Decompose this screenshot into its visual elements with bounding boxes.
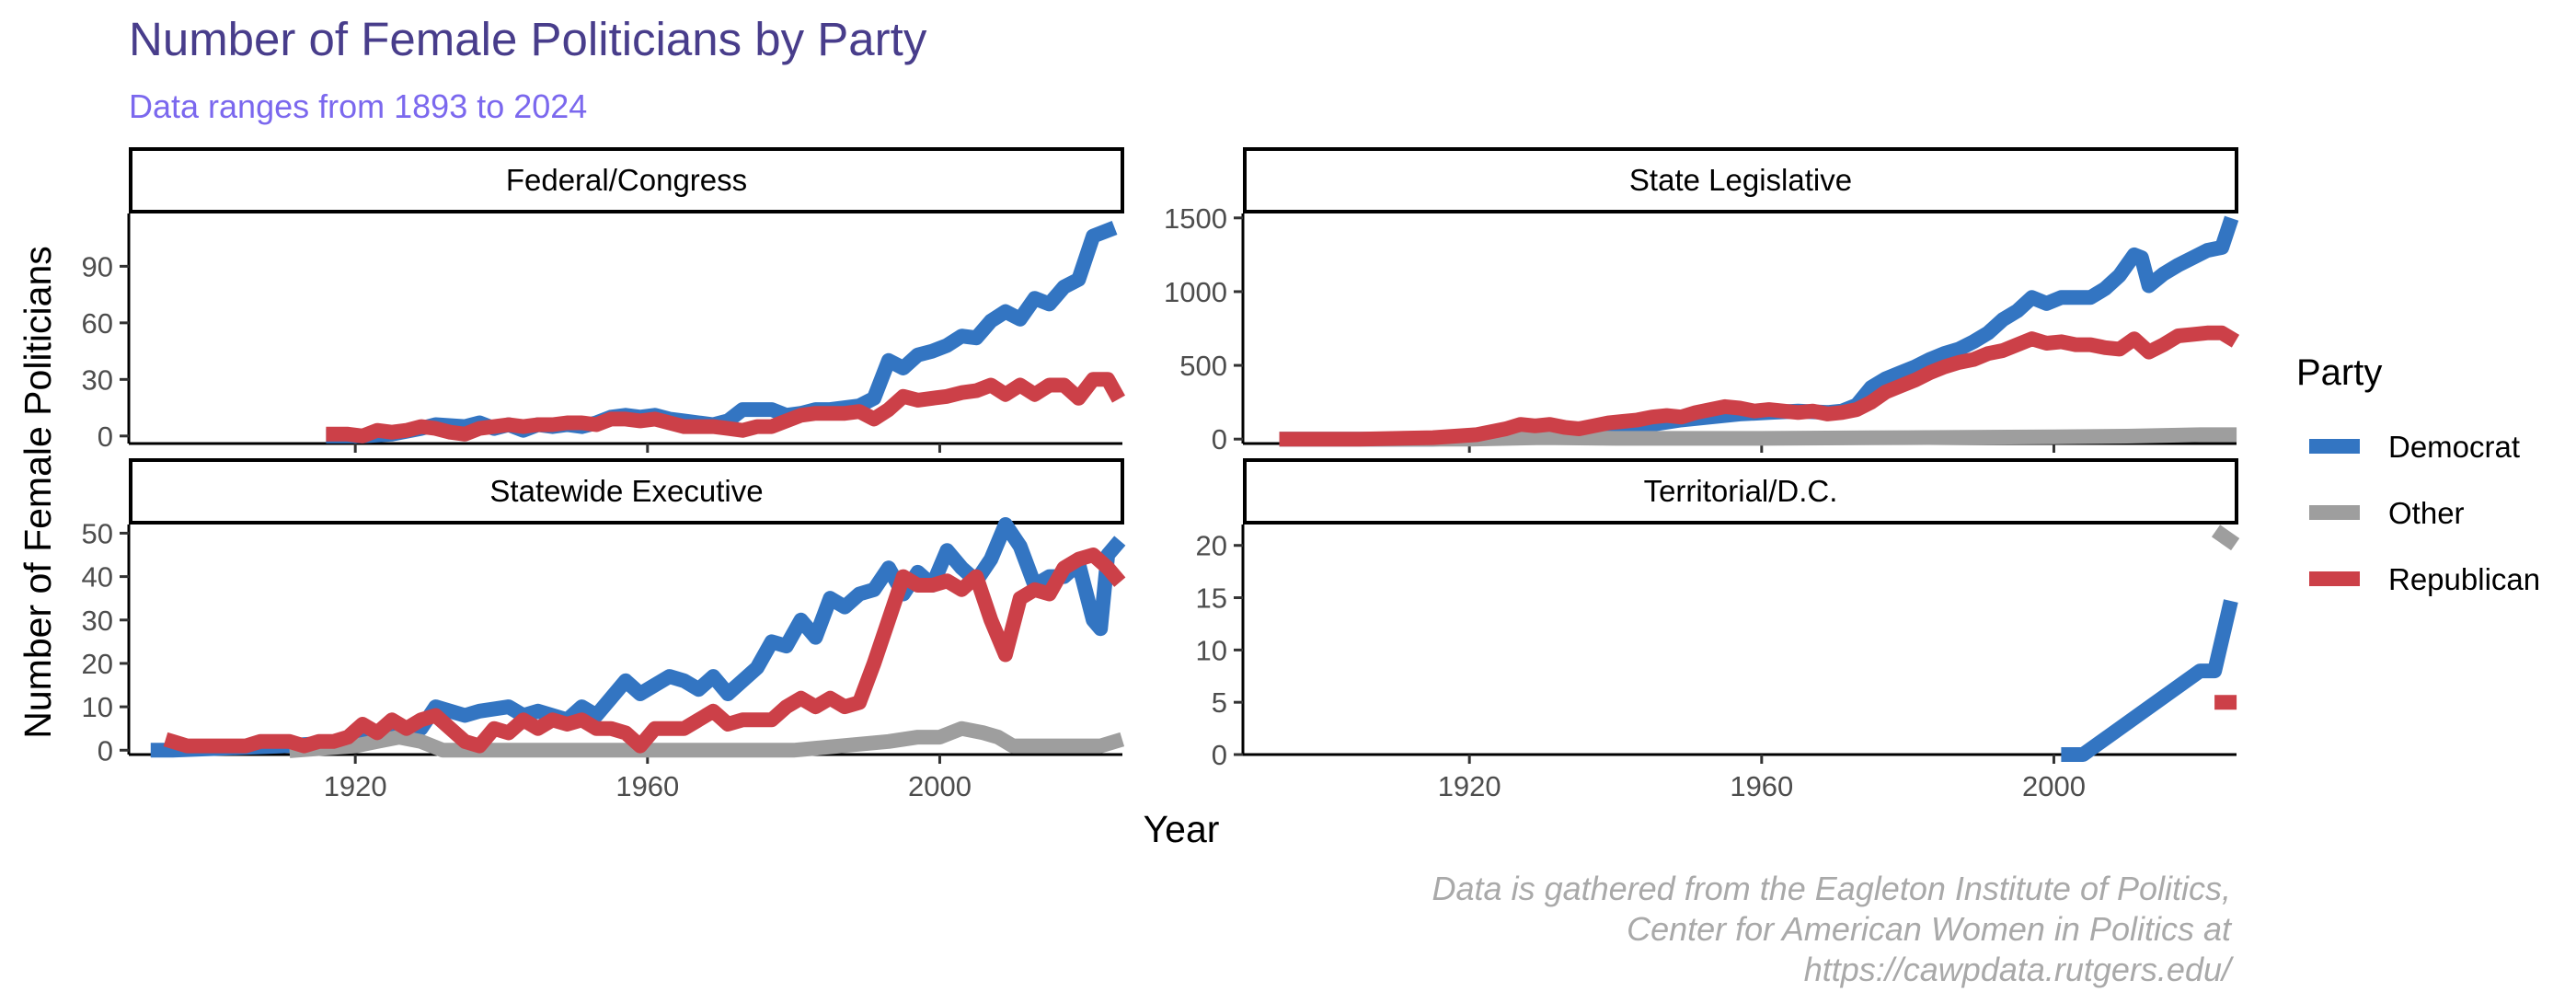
strip-federal-congress	[129, 147, 1124, 213]
chart-title: Number of Female Politicians by Party	[129, 13, 927, 65]
y-tick-label: 1000	[1164, 276, 1227, 308]
y-tick-label: 20	[82, 648, 113, 680]
y-tick-label: 10	[1196, 634, 1227, 666]
series-line-democrat-territorial-d-c	[2061, 599, 2238, 762]
legend-label-republican: Republican	[2388, 562, 2540, 596]
y-tick-label: 90	[82, 250, 113, 282]
x-tick-label: 1960	[615, 770, 679, 802]
series-line-democrat-federal-congress	[326, 221, 1118, 444]
y-tick-label: 1500	[1164, 202, 1227, 235]
y-tick-label: 30	[82, 363, 113, 396]
x-axis-title: Year	[1144, 808, 1220, 850]
panel-state-legislative: State Legislative 0 500 1000 1500	[1164, 147, 2240, 455]
strip-label-statewide-executive: Statewide Executive	[489, 474, 763, 508]
y-tick-label: 0	[98, 734, 113, 767]
strip-label-federal-congress: Federal/Congress	[506, 163, 747, 197]
series-line-republican-federal-congress	[326, 372, 1125, 444]
y-tick-label: 60	[82, 307, 113, 340]
y-tick-label: 500	[1179, 350, 1227, 382]
series-line-other-territorial-d-c	[2211, 525, 2240, 551]
y-tick-label: 0	[1212, 423, 1227, 455]
y-tick-label: 30	[82, 605, 113, 637]
strip-state-legislative	[1243, 147, 2238, 213]
caption-line-1: Data is gathered from the Eagleton Insti…	[1432, 870, 2231, 907]
strip-territorial-d-c	[1243, 458, 2238, 525]
strip-statewide-executive	[129, 458, 1124, 525]
panel-federal-congress: Federal/Congress 0 30 60 90	[82, 147, 1125, 453]
legend-label-democrat: Democrat	[2388, 430, 2520, 464]
legend-label-other: Other	[2388, 496, 2465, 530]
caption-line-3: https://cawpdata.rutgers.edu/	[1804, 951, 2235, 988]
y-tick-label: 20	[1196, 530, 1227, 562]
x-tick-label: 2000	[2022, 770, 2086, 802]
series-line-other-statewide-executive	[289, 721, 1125, 758]
y-tick-label: 10	[82, 691, 113, 723]
x-tick-label: 1960	[1730, 770, 1793, 802]
legend-title: Party	[2296, 352, 2382, 393]
y-tick-label: 0	[98, 421, 113, 453]
legend: Party Democrat Other Republican	[2296, 352, 2540, 596]
caption: Data is gathered from the Eagleton Insti…	[1432, 870, 2235, 988]
series-line-other-state-legislative	[1279, 427, 2237, 447]
x-tick-label: 1920	[324, 770, 387, 802]
y-axis-title: Number of Female Politicians	[17, 246, 59, 738]
x-tick-label: 2000	[908, 770, 972, 802]
y-tick-label: 5	[1212, 686, 1227, 719]
strip-label-state-legislative: State Legislative	[1629, 163, 1852, 197]
y-tick-label: 0	[1212, 739, 1227, 771]
strip-label-territorial-d-c: Territorial/D.C.	[1644, 474, 1838, 508]
y-tick-label: 15	[1196, 582, 1227, 615]
y-tick-label: 40	[82, 561, 113, 594]
panel-grid: Federal/Congress 0 30 60 90 State Legislative…	[82, 147, 2240, 802]
series-line-republican-statewide-executive	[163, 548, 1126, 754]
series-line-democrat-statewide-executive	[150, 517, 1126, 758]
y-tick-label: 50	[82, 517, 113, 549]
caption-line-2: Center for American Women in Politics at	[1627, 910, 2233, 948]
panel-statewide-executive: Statewide Executive 0 10 20 30 40 50 1920 1960 20…	[82, 458, 1126, 802]
chart-subtitle: Data ranges from 1893 to 2024	[129, 87, 587, 125]
panel-territorial-d-c: Territorial/D.C. 0 5 10 15 20 1920 1960 2000	[1196, 458, 2240, 802]
series-line-republican-state-legislative	[1279, 325, 2240, 447]
x-tick-label: 1920	[1438, 770, 1501, 802]
